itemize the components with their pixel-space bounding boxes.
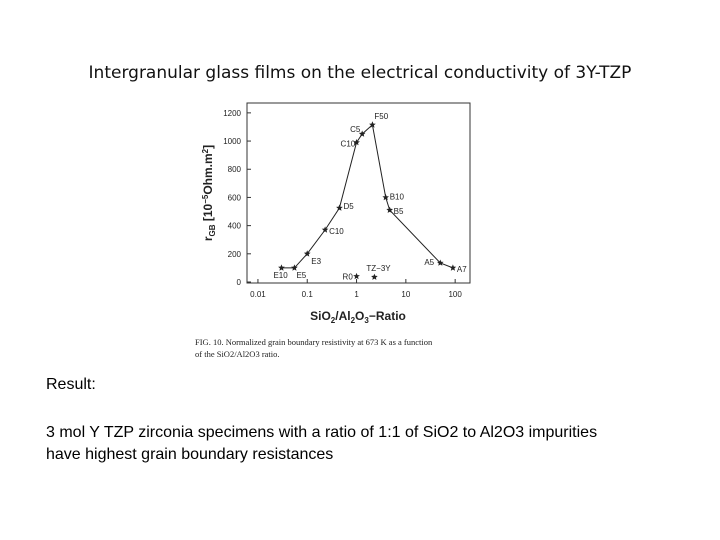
- point-label: B10: [390, 192, 405, 201]
- x-tick-label: 10: [401, 290, 410, 299]
- data-point: [278, 264, 285, 271]
- point-label: C5: [350, 125, 361, 134]
- x-tick-label: 0.1: [302, 290, 314, 299]
- y-tick-label: 0: [237, 278, 242, 287]
- point-label: B5: [394, 207, 404, 216]
- point-label: C10: [329, 227, 344, 236]
- y-tick-label: 800: [228, 165, 242, 174]
- point-label: D5: [343, 202, 354, 211]
- point-label: C10: [341, 139, 356, 148]
- data-point: [369, 121, 376, 128]
- data-line: [281, 123, 454, 269]
- point-label: TZ−3Y: [366, 264, 391, 273]
- point-label: E5: [296, 271, 306, 280]
- slide-title: Intergranular glass films on the electri…: [89, 63, 632, 83]
- caption: of the SiO2/Al2O3 ratio.: [195, 349, 280, 359]
- result-heading: Result:: [46, 376, 96, 393]
- result-text: have highest grain boundary resistances: [46, 446, 333, 463]
- caption: FIG. 10. Normalized grain boundary resis…: [195, 337, 433, 347]
- point-label: R0: [343, 272, 354, 281]
- plot-frame: [246, 102, 471, 284]
- data-point: [358, 130, 366, 137]
- y-tick-label: 600: [228, 193, 242, 202]
- data-point: [386, 206, 393, 213]
- y-tick-label: 400: [228, 222, 242, 231]
- y-tick-label: 1200: [223, 109, 241, 118]
- data-point: [382, 193, 389, 201]
- point-label: E3: [311, 257, 321, 266]
- data-point: [437, 259, 444, 266]
- x-tick-label: 100: [448, 290, 462, 299]
- y-tick-label: 200: [228, 250, 242, 259]
- data-point: [291, 264, 298, 271]
- point-label: F50: [374, 112, 388, 121]
- y-axis-label: rGB [10−5Ohm.m2]: [201, 145, 217, 241]
- data-point: [336, 204, 343, 211]
- x-tick-label: 1: [354, 290, 359, 299]
- result-text: 3 mol Y TZP zirconia specimens with a ra…: [46, 424, 597, 441]
- data-point: [353, 139, 360, 146]
- point-label: A7: [457, 265, 467, 274]
- x-axis-label: SiO2/Al2O3−Ratio: [310, 309, 406, 325]
- data-point: [353, 272, 360, 280]
- data-point: [321, 226, 329, 233]
- point-label: E10: [273, 271, 288, 280]
- y-tick-label: 1000: [223, 137, 241, 146]
- x-tick-label: 0.01: [250, 290, 266, 299]
- point-label: A5: [424, 258, 434, 267]
- data-point: [449, 264, 457, 271]
- data-point: [303, 250, 311, 257]
- data-point: [371, 273, 378, 280]
